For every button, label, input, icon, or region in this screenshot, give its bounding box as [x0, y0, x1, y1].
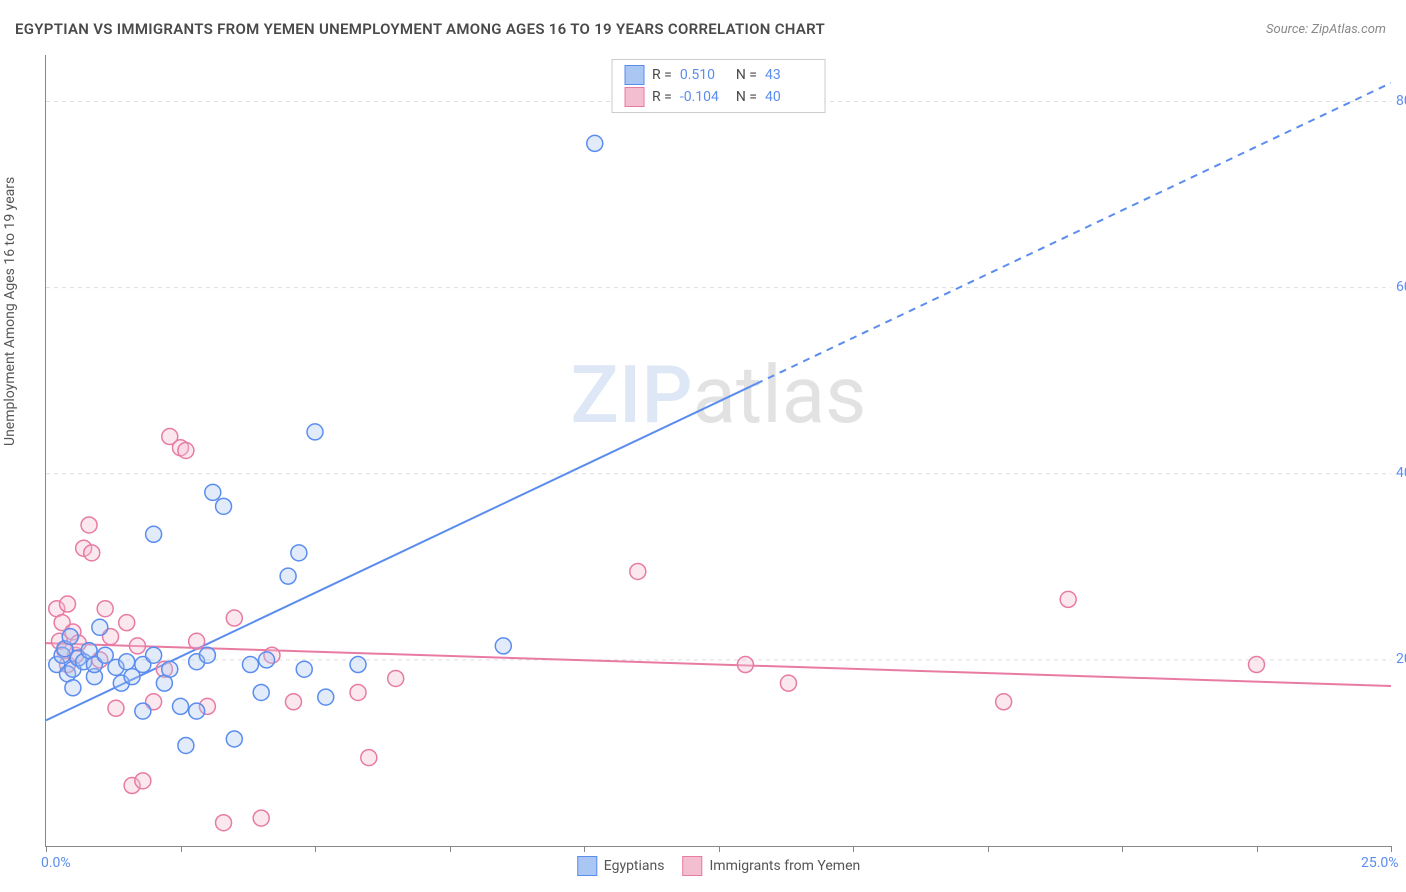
r-value-egyptians: 0.510 — [680, 67, 728, 83]
chart-title: EGYPTIAN VS IMMIGRANTS FROM YEMEN UNEMPL… — [15, 20, 825, 38]
source-text: Source: ZipAtlas.com — [1266, 22, 1386, 37]
swatch-yemen-icon — [624, 87, 644, 107]
x-tick — [1391, 846, 1392, 852]
legend-row-yemen: R = -0.104 N = 40 — [624, 86, 813, 108]
legend-item-egyptians: Egyptians — [577, 856, 665, 876]
legend-label-egyptians: Egyptians — [604, 858, 665, 874]
n-label: N = — [736, 67, 757, 83]
r-label: R = — [652, 89, 672, 105]
x-tick — [1257, 846, 1258, 852]
x-tick — [46, 846, 47, 852]
x-tick — [1122, 846, 1123, 852]
x-tick — [450, 846, 451, 852]
chart-plot-area: ZIPatlas R = 0.510 N = 43 R = -0.104 N =… — [45, 55, 1391, 847]
legend-item-yemen: Immigrants from Yemen — [682, 856, 860, 876]
x-tick — [584, 846, 585, 852]
chart-svg — [46, 55, 1391, 846]
swatch-yemen-icon — [682, 856, 702, 876]
legend-label-yemen: Immigrants from Yemen — [709, 858, 860, 874]
n-label: N = — [736, 89, 757, 105]
legend-stats-box: R = 0.510 N = 43 R = -0.104 N = 40 — [611, 59, 826, 113]
swatch-egyptians-icon — [624, 65, 644, 85]
x-tick — [988, 846, 989, 852]
legend-row-egyptians: R = 0.510 N = 43 — [624, 64, 813, 86]
legend-series: Egyptians Immigrants from Yemen — [577, 856, 861, 876]
x-tick — [719, 846, 720, 852]
y-tick-label: 60.0% — [1396, 279, 1406, 295]
x-tick-label: 0.0% — [41, 855, 71, 871]
y-tick-label: 40.0% — [1396, 465, 1406, 481]
swatch-egyptians-icon — [577, 856, 597, 876]
x-tick — [315, 846, 316, 852]
r-label: R = — [652, 67, 672, 83]
x-tick-label: 25.0% — [1361, 855, 1399, 871]
x-tick — [853, 846, 854, 852]
y-axis-label: Unemployment Among Ages 16 to 19 years — [2, 177, 18, 446]
y-tick-label: 20.0% — [1396, 651, 1406, 667]
y-tick-label: 80.0% — [1396, 93, 1406, 109]
n-value-egyptians: 43 — [765, 67, 813, 83]
x-tick — [181, 846, 182, 852]
n-value-yemen: 40 — [765, 89, 813, 105]
r-value-yemen: -0.104 — [680, 89, 728, 105]
